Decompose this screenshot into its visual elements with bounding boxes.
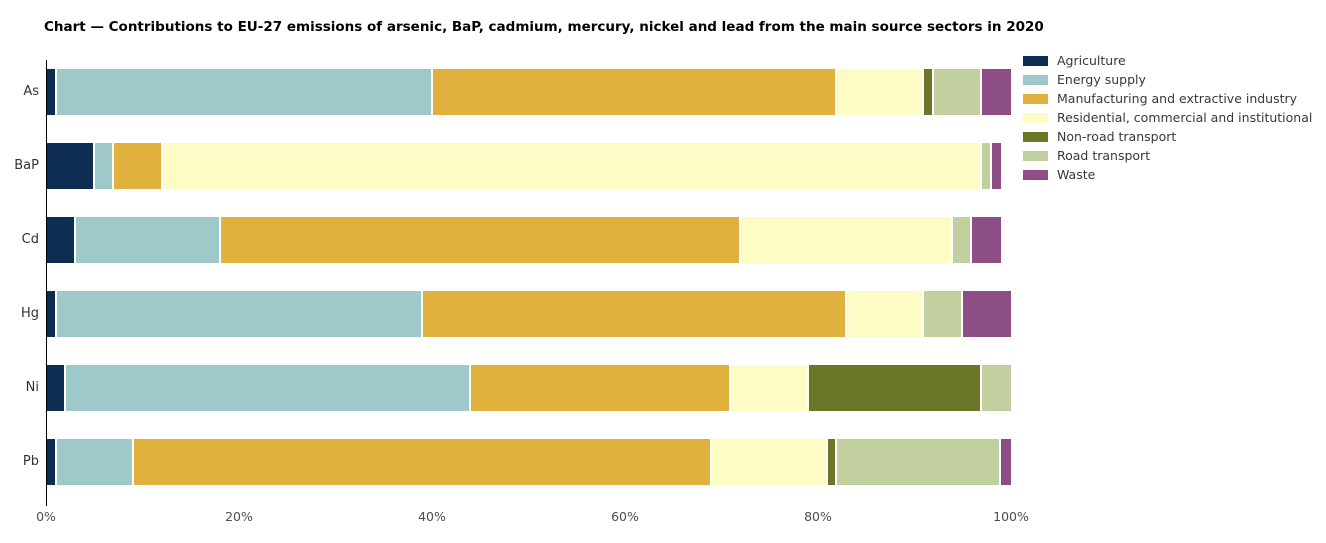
bar-segment[interactable] [953,217,973,263]
legend-swatch-icon [1023,169,1048,180]
legend-label: Energy supply [1057,72,1146,87]
bar-segment[interactable] [731,365,809,411]
bar-segment[interactable] [95,143,115,189]
legend-swatch-icon [1023,74,1048,85]
bar-segment[interactable] [114,143,163,189]
y-axis-label-pb: Pb [22,454,39,469]
x-axis-tick-label: 80% [804,509,832,524]
x-axis-tick-label: 20% [225,509,253,524]
bar-segment[interactable] [56,439,134,485]
bar-segment[interactable] [471,365,732,411]
x-axis-tick-label: 40% [418,509,446,524]
legend-item[interactable]: Road transport [1023,146,1312,165]
bar-segment[interactable] [847,291,925,337]
bar-segment[interactable] [75,217,221,263]
bar-row-hg: Hg [21,291,1011,337]
legend-swatch-icon [1023,131,1048,142]
x-axis-tick-label: 100% [993,509,1029,524]
x-axis-tick-label: 0% [36,509,56,524]
bar-segment[interactable] [162,143,983,189]
bar-segment[interactable] [47,365,67,411]
plot-area: As BaP Cd Hg Ni Pb 0% 20% 40% 60% 80% 100% [14,0,1029,543]
bar-segment[interactable] [422,291,848,337]
bar-segment[interactable] [933,69,983,115]
y-axis-label-cd: Cd [21,232,39,247]
bar-segment[interactable] [47,217,76,263]
bar-segment[interactable] [56,291,423,337]
legend-item[interactable]: Residential, commercial and institutiona… [1023,108,1312,127]
legend-swatch-icon [1023,112,1048,123]
bar-segment[interactable] [47,291,57,337]
legend-item[interactable]: Agriculture [1023,51,1312,70]
y-axis-label-ni: Ni [25,380,39,395]
bar-row-bap: BaP [14,143,1011,189]
bar-segment[interactable] [47,69,57,115]
y-axis-label-hg: Hg [20,306,39,321]
bar-segment[interactable] [924,69,934,115]
bar-segment[interactable] [991,143,1002,189]
bar-segment[interactable] [982,143,992,189]
bar-segment[interactable] [924,291,963,337]
bar-row-as: As [23,69,1011,115]
bar-segment[interactable] [47,439,57,485]
bar-segment[interactable] [837,439,1002,485]
legend-item[interactable]: Non-road transport [1023,127,1312,146]
bar-segment[interactable] [808,365,983,411]
legend-item[interactable]: Manufacturing and extractive industry [1023,89,1312,108]
bar-segment[interactable] [712,439,828,485]
bar-segment[interactable] [56,69,433,115]
x-axis-tick-label: 60% [611,509,639,524]
bar-segment[interactable] [972,217,1002,263]
bar-segment[interactable] [1001,439,1011,485]
legend-label: Waste [1057,167,1096,182]
legend-label: Road transport [1057,148,1151,163]
bar-segment[interactable] [47,143,96,189]
bar-row-cd: Cd [22,217,1011,263]
y-axis-line [46,60,47,506]
bar-segment[interactable] [432,69,838,115]
legend-label: Residential, commercial and institutiona… [1057,110,1313,125]
bar-segment[interactable] [827,439,838,485]
bar-segment[interactable] [982,365,1011,411]
legend-swatch-icon [1023,93,1048,104]
bar-segment[interactable] [220,217,742,263]
bar-row-pb: Pb [23,439,1011,485]
legend-label: Agriculture [1057,53,1126,68]
bar-row-ni: Ni [26,365,1011,411]
legend: Agriculture Energy supply Manufacturing an… [1023,51,1312,184]
legend-label: Non-road transport [1057,129,1177,144]
legend-item[interactable]: Energy supply [1023,70,1312,89]
y-axis-label-as: As [23,84,39,99]
bar-segment[interactable] [982,69,1011,115]
legend-label: Manufacturing and extractive industry [1057,91,1298,106]
bar-segment[interactable] [837,69,925,115]
bar-segment[interactable] [133,439,713,485]
y-axis-label-bap: BaP [14,158,39,173]
legend-item[interactable]: Waste [1023,165,1312,184]
chart-title: Chart — Contributions to EU-27 emissions… [44,19,1044,35]
bar-segment[interactable] [741,217,954,263]
legend-swatch-icon [1023,55,1048,66]
bar-segment[interactable] [66,365,472,411]
legend-swatch-icon [1023,150,1048,161]
bar-segment[interactable] [962,291,1011,337]
